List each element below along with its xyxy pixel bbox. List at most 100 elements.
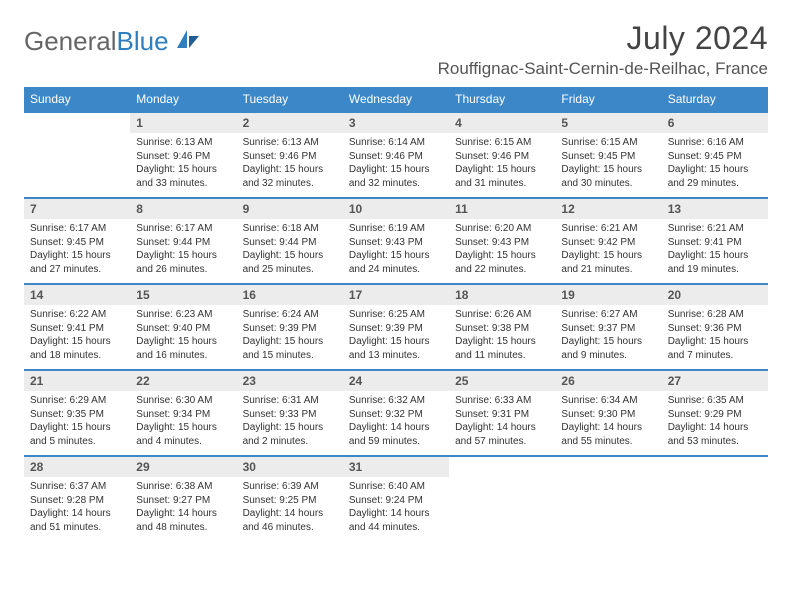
calendar-cell: 29Sunrise: 6:38 AMSunset: 9:27 PMDayligh… [130, 456, 236, 542]
calendar-row: 28Sunrise: 6:37 AMSunset: 9:28 PMDayligh… [24, 456, 768, 542]
calendar-cell: 8Sunrise: 6:17 AMSunset: 9:44 PMDaylight… [130, 198, 236, 284]
calendar-cell: 14Sunrise: 6:22 AMSunset: 9:41 PMDayligh… [24, 284, 130, 370]
day-details: Sunrise: 6:15 AMSunset: 9:46 PMDaylight:… [449, 133, 555, 194]
day-details: Sunrise: 6:27 AMSunset: 9:37 PMDaylight:… [555, 305, 661, 366]
calendar-row: 1Sunrise: 6:13 AMSunset: 9:46 PMDaylight… [24, 112, 768, 198]
day-details: Sunrise: 6:37 AMSunset: 9:28 PMDaylight:… [24, 477, 130, 538]
calendar-cell: 15Sunrise: 6:23 AMSunset: 9:40 PMDayligh… [130, 284, 236, 370]
day-number: 31 [343, 457, 449, 477]
calendar-cell: 17Sunrise: 6:25 AMSunset: 9:39 PMDayligh… [343, 284, 449, 370]
location: Rouffignac-Saint-Cernin-de-Reilhac, Fran… [438, 59, 768, 79]
calendar-cell: 9Sunrise: 6:18 AMSunset: 9:44 PMDaylight… [237, 198, 343, 284]
day-number: 7 [24, 199, 130, 219]
day-number: 18 [449, 285, 555, 305]
day-number: 27 [662, 371, 768, 391]
day-details: Sunrise: 6:33 AMSunset: 9:31 PMDaylight:… [449, 391, 555, 452]
calendar-row: 7Sunrise: 6:17 AMSunset: 9:45 PMDaylight… [24, 198, 768, 284]
day-number: 10 [343, 199, 449, 219]
day-number: 26 [555, 371, 661, 391]
day-details: Sunrise: 6:25 AMSunset: 9:39 PMDaylight:… [343, 305, 449, 366]
day-header-row: Sunday Monday Tuesday Wednesday Thursday… [24, 87, 768, 112]
day-header: Friday [555, 87, 661, 112]
day-number: 3 [343, 113, 449, 133]
day-details: Sunrise: 6:21 AMSunset: 9:41 PMDaylight:… [662, 219, 768, 280]
month-title: July 2024 [438, 20, 768, 57]
day-number: 21 [24, 371, 130, 391]
day-number: 13 [662, 199, 768, 219]
calendar-cell: 28Sunrise: 6:37 AMSunset: 9:28 PMDayligh… [24, 456, 130, 542]
day-number: 1 [130, 113, 236, 133]
calendar-cell: 2Sunrise: 6:13 AMSunset: 9:46 PMDaylight… [237, 112, 343, 198]
day-number: 6 [662, 113, 768, 133]
day-details: Sunrise: 6:13 AMSunset: 9:46 PMDaylight:… [237, 133, 343, 194]
day-details: Sunrise: 6:19 AMSunset: 9:43 PMDaylight:… [343, 219, 449, 280]
day-details: Sunrise: 6:28 AMSunset: 9:36 PMDaylight:… [662, 305, 768, 366]
day-number: 30 [237, 457, 343, 477]
calendar-cell [662, 456, 768, 542]
day-details: Sunrise: 6:15 AMSunset: 9:45 PMDaylight:… [555, 133, 661, 194]
calendar-cell: 19Sunrise: 6:27 AMSunset: 9:37 PMDayligh… [555, 284, 661, 370]
day-number: 9 [237, 199, 343, 219]
day-details: Sunrise: 6:20 AMSunset: 9:43 PMDaylight:… [449, 219, 555, 280]
day-number: 29 [130, 457, 236, 477]
day-number: 19 [555, 285, 661, 305]
calendar-cell: 26Sunrise: 6:34 AMSunset: 9:30 PMDayligh… [555, 370, 661, 456]
day-header: Saturday [662, 87, 768, 112]
day-number: 28 [24, 457, 130, 477]
day-number: 25 [449, 371, 555, 391]
day-number: 14 [24, 285, 130, 305]
day-details: Sunrise: 6:38 AMSunset: 9:27 PMDaylight:… [130, 477, 236, 538]
calendar-body: 1Sunrise: 6:13 AMSunset: 9:46 PMDaylight… [24, 112, 768, 542]
day-number: 15 [130, 285, 236, 305]
day-details: Sunrise: 6:22 AMSunset: 9:41 PMDaylight:… [24, 305, 130, 366]
calendar-cell: 1Sunrise: 6:13 AMSunset: 9:46 PMDaylight… [130, 112, 236, 198]
day-details: Sunrise: 6:16 AMSunset: 9:45 PMDaylight:… [662, 133, 768, 194]
calendar-cell: 18Sunrise: 6:26 AMSunset: 9:38 PMDayligh… [449, 284, 555, 370]
calendar-cell: 6Sunrise: 6:16 AMSunset: 9:45 PMDaylight… [662, 112, 768, 198]
calendar-row: 14Sunrise: 6:22 AMSunset: 9:41 PMDayligh… [24, 284, 768, 370]
calendar-cell: 20Sunrise: 6:28 AMSunset: 9:36 PMDayligh… [662, 284, 768, 370]
day-number: 8 [130, 199, 236, 219]
calendar-cell [24, 112, 130, 198]
calendar-cell: 16Sunrise: 6:24 AMSunset: 9:39 PMDayligh… [237, 284, 343, 370]
day-details: Sunrise: 6:13 AMSunset: 9:46 PMDaylight:… [130, 133, 236, 194]
header: GeneralBlue July 2024 Rouffignac-Saint-C… [24, 20, 768, 79]
day-details: Sunrise: 6:31 AMSunset: 9:33 PMDaylight:… [237, 391, 343, 452]
day-details: Sunrise: 6:30 AMSunset: 9:34 PMDaylight:… [130, 391, 236, 452]
calendar-cell: 27Sunrise: 6:35 AMSunset: 9:29 PMDayligh… [662, 370, 768, 456]
calendar-cell: 7Sunrise: 6:17 AMSunset: 9:45 PMDaylight… [24, 198, 130, 284]
brand-logo: GeneralBlue [24, 20, 201, 57]
calendar-cell: 25Sunrise: 6:33 AMSunset: 9:31 PMDayligh… [449, 370, 555, 456]
day-details: Sunrise: 6:39 AMSunset: 9:25 PMDaylight:… [237, 477, 343, 538]
calendar-cell [555, 456, 661, 542]
day-number: 2 [237, 113, 343, 133]
day-header: Tuesday [237, 87, 343, 112]
calendar-cell: 31Sunrise: 6:40 AMSunset: 9:24 PMDayligh… [343, 456, 449, 542]
day-details: Sunrise: 6:24 AMSunset: 9:39 PMDaylight:… [237, 305, 343, 366]
day-number: 20 [662, 285, 768, 305]
day-number: 4 [449, 113, 555, 133]
calendar-cell: 24Sunrise: 6:32 AMSunset: 9:32 PMDayligh… [343, 370, 449, 456]
day-number: 24 [343, 371, 449, 391]
day-details: Sunrise: 6:14 AMSunset: 9:46 PMDaylight:… [343, 133, 449, 194]
sail-icon [175, 26, 201, 57]
brand-part2: Blue [117, 26, 169, 57]
day-header: Thursday [449, 87, 555, 112]
day-details: Sunrise: 6:18 AMSunset: 9:44 PMDaylight:… [237, 219, 343, 280]
calendar-cell: 21Sunrise: 6:29 AMSunset: 9:35 PMDayligh… [24, 370, 130, 456]
day-number: 17 [343, 285, 449, 305]
calendar-cell: 13Sunrise: 6:21 AMSunset: 9:41 PMDayligh… [662, 198, 768, 284]
day-details: Sunrise: 6:17 AMSunset: 9:45 PMDaylight:… [24, 219, 130, 280]
title-block: July 2024 Rouffignac-Saint-Cernin-de-Rei… [438, 20, 768, 79]
day-number: 5 [555, 113, 661, 133]
day-details: Sunrise: 6:17 AMSunset: 9:44 PMDaylight:… [130, 219, 236, 280]
calendar-cell: 4Sunrise: 6:15 AMSunset: 9:46 PMDaylight… [449, 112, 555, 198]
day-details: Sunrise: 6:23 AMSunset: 9:40 PMDaylight:… [130, 305, 236, 366]
calendar-cell: 10Sunrise: 6:19 AMSunset: 9:43 PMDayligh… [343, 198, 449, 284]
day-details: Sunrise: 6:32 AMSunset: 9:32 PMDaylight:… [343, 391, 449, 452]
day-header: Monday [130, 87, 236, 112]
day-number: 12 [555, 199, 661, 219]
calendar-table: Sunday Monday Tuesday Wednesday Thursday… [24, 87, 768, 542]
brand-part1: General [24, 26, 117, 57]
calendar-cell: 3Sunrise: 6:14 AMSunset: 9:46 PMDaylight… [343, 112, 449, 198]
